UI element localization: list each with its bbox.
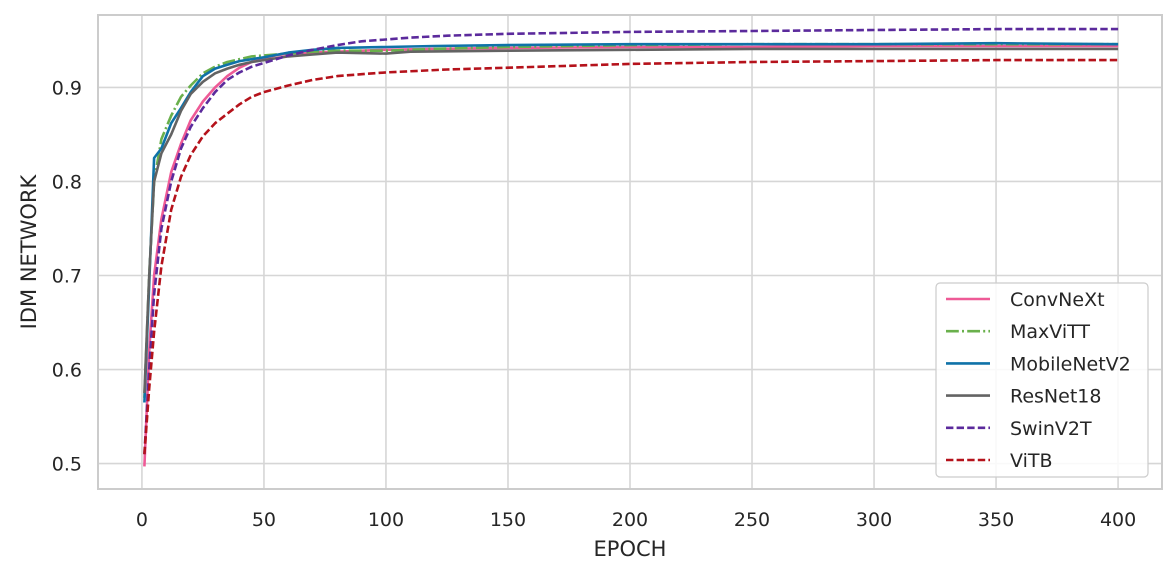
- x-tick-label: 50: [252, 509, 276, 531]
- legend-box: [935, 282, 1149, 478]
- legend-label: SwinV2T: [1010, 418, 1092, 440]
- x-tick-label: 350: [978, 509, 1014, 531]
- x-tick-label: 250: [734, 509, 770, 531]
- x-tick-label: 0: [136, 509, 148, 531]
- y-tick-label: 0.8: [52, 171, 82, 193]
- y-tick-label: 0.6: [52, 360, 82, 382]
- series-lines: [143, 27, 1119, 467]
- x-tick-label: 400: [1100, 509, 1136, 531]
- legend-label: MobileNetV2: [1010, 353, 1131, 375]
- tick-labels: 0 50 100 150 200 250 300 350 400 0.5 0.6 0.7 0.8 0.9: [52, 77, 1136, 531]
- series-line-vitb: [143, 58, 1119, 455]
- x-tick-label: 100: [368, 509, 404, 531]
- y-axis-label: IDM NETWORK: [17, 173, 41, 329]
- legend-label: MaxViTT: [1010, 321, 1090, 343]
- series-line-resnet18: [143, 47, 1119, 394]
- series-line-mobilenetv2: [143, 41, 1119, 403]
- legend-label: ViTB: [1010, 450, 1053, 472]
- legend: ConvNeXt MaxViTT MobileNetV2 ResNet18 SwinV2…: [935, 282, 1149, 478]
- legend-label: ResNet18: [1010, 386, 1101, 408]
- y-tick-label: 0.5: [52, 454, 82, 476]
- series-line-swinv2t: [143, 27, 1119, 455]
- y-tick-label: 0.9: [52, 77, 82, 99]
- plot-frame: [97, 14, 1163, 490]
- legend-label: ConvNeXt: [1010, 289, 1105, 311]
- x-axis-label: EPOCH: [594, 537, 667, 561]
- x-tick-label: 200: [612, 509, 648, 531]
- x-tick-label: 150: [490, 509, 526, 531]
- x-tick-label: 300: [856, 509, 892, 531]
- y-tick-label: 0.7: [52, 266, 82, 288]
